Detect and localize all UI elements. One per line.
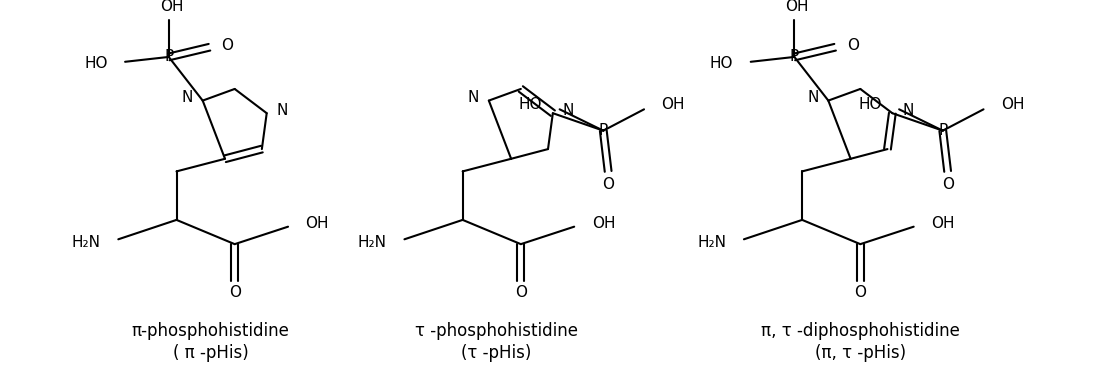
Text: O: O [854, 285, 866, 300]
Text: P: P [164, 50, 173, 64]
Text: N: N [468, 90, 479, 105]
Text: HO: HO [710, 56, 733, 71]
Text: OH: OH [786, 0, 809, 14]
Text: π, τ -diphosphohistidine: π, τ -diphosphohistidine [761, 322, 960, 341]
Text: HO: HO [84, 56, 107, 71]
Text: OH: OH [160, 0, 183, 14]
Text: N: N [902, 103, 913, 118]
Text: O: O [229, 285, 241, 300]
Text: H₂N: H₂N [72, 235, 101, 250]
Text: P: P [598, 123, 608, 138]
Text: O: O [941, 178, 954, 192]
Text: N: N [276, 103, 288, 118]
Text: (π, τ -pHis): (π, τ -pHis) [814, 344, 906, 362]
Text: OH: OH [592, 216, 615, 231]
Text: π-phosphohistidine: π-phosphohistidine [132, 322, 289, 341]
Text: OH: OH [662, 97, 685, 112]
Text: O: O [602, 178, 614, 192]
Text: τ -phosphohistidine: τ -phosphohistidine [415, 322, 578, 341]
Text: OH: OH [932, 216, 955, 231]
Text: H₂N: H₂N [358, 235, 387, 250]
Text: O: O [515, 285, 527, 300]
Text: (τ -pHis): (τ -pHis) [461, 344, 532, 362]
Text: O: O [847, 38, 859, 53]
Text: OH: OH [306, 216, 329, 231]
Text: N: N [562, 103, 574, 118]
Text: HO: HO [858, 97, 881, 112]
Text: ( π -pHis): ( π -pHis) [172, 344, 249, 362]
Text: HO: HO [518, 97, 543, 112]
Text: N: N [808, 90, 819, 105]
Text: P: P [938, 123, 947, 138]
Text: O: O [221, 38, 233, 53]
Text: OH: OH [1001, 97, 1025, 112]
Text: P: P [790, 50, 799, 64]
Text: N: N [182, 90, 193, 105]
Text: H₂N: H₂N [697, 235, 727, 250]
